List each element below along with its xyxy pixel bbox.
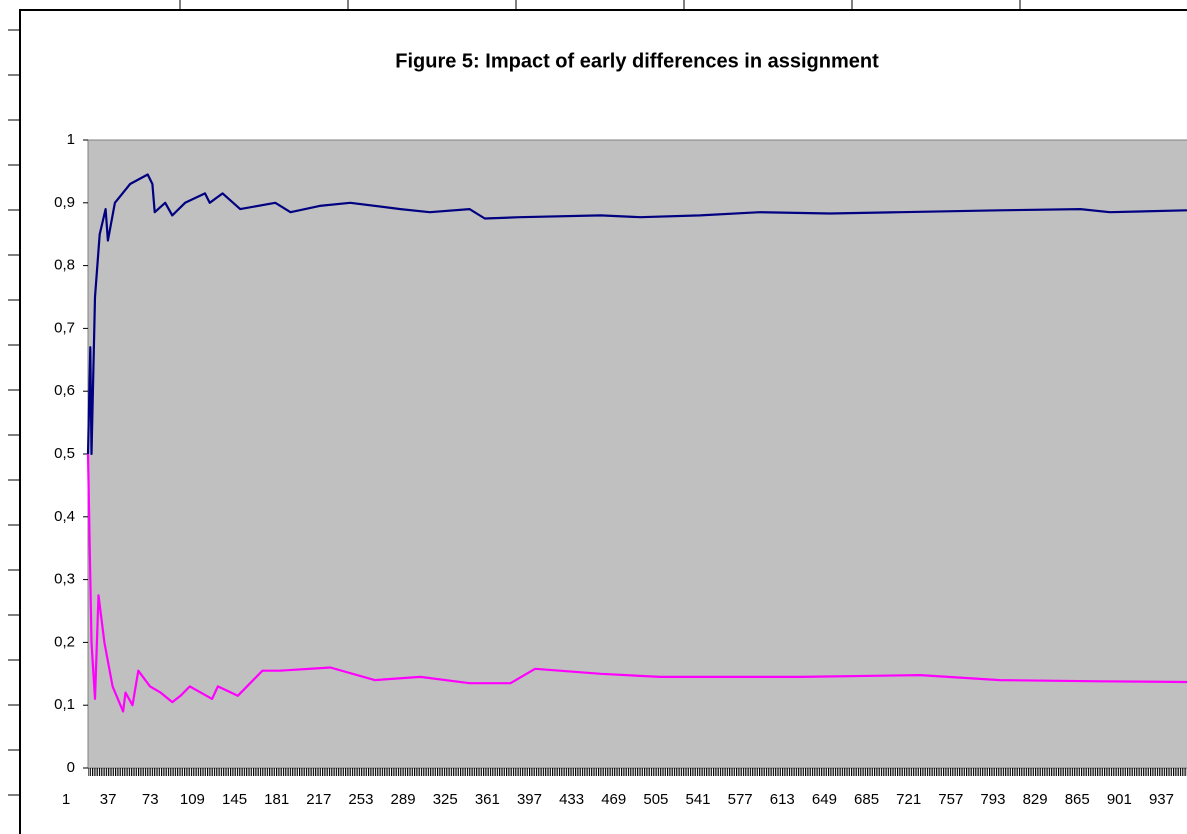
x-tick-label: 793 bbox=[980, 791, 1005, 808]
y-tick-label: 0,7 bbox=[54, 319, 75, 336]
x-tick-label: 433 bbox=[559, 791, 584, 808]
x-tick-label: 217 bbox=[306, 791, 331, 808]
x-tick-label: 253 bbox=[348, 791, 373, 808]
y-tick-label: 0,1 bbox=[54, 696, 75, 713]
x-tick-label: 721 bbox=[896, 791, 921, 808]
plot-area bbox=[87, 139, 1187, 769]
x-tick-label: 865 bbox=[1065, 791, 1090, 808]
x-tick-label: 649 bbox=[812, 791, 837, 808]
category-ticks bbox=[88, 768, 1187, 776]
y-tick-label: 0,3 bbox=[54, 571, 75, 588]
series-line bbox=[86, 173, 1187, 456]
y-tick-label: 0,8 bbox=[54, 257, 75, 274]
x-tick-label: 901 bbox=[1107, 791, 1132, 808]
x-tick-label: 613 bbox=[770, 791, 795, 808]
x-tick-label: 397 bbox=[517, 791, 542, 808]
y-tick-label: 0 bbox=[67, 759, 75, 776]
y-tick-label: 0,5 bbox=[54, 445, 75, 462]
series-line bbox=[86, 453, 1187, 713]
y-tick-label: 1 bbox=[67, 131, 75, 148]
x-tick-label: 109 bbox=[180, 791, 205, 808]
x-tick-label: 37 bbox=[100, 791, 117, 808]
x-tick-label: 541 bbox=[685, 791, 710, 808]
y-tick-label: 0,4 bbox=[54, 508, 75, 525]
x-tick-label: 469 bbox=[601, 791, 626, 808]
x-tick-label: 829 bbox=[1023, 791, 1048, 808]
x-tick-label: 757 bbox=[938, 791, 963, 808]
x-tick-label: 1 bbox=[62, 791, 70, 808]
x-tick-label: 325 bbox=[433, 791, 458, 808]
x-tick-label: 289 bbox=[391, 791, 416, 808]
x-tick-label: 505 bbox=[643, 791, 668, 808]
y-tick-label: 0,2 bbox=[54, 633, 75, 650]
x-tick-label: 73 bbox=[142, 791, 159, 808]
x-tick-label: 685 bbox=[854, 791, 879, 808]
x-tick-label: 361 bbox=[475, 791, 500, 808]
x-tick-label: 181 bbox=[264, 791, 289, 808]
x-tick-label: 577 bbox=[728, 791, 753, 808]
frame-ticks bbox=[8, 0, 1021, 796]
y-tick-label: 0,6 bbox=[54, 382, 75, 399]
x-tick-label: 145 bbox=[222, 791, 247, 808]
chart-title: Figure 5: Impact of early differences in… bbox=[395, 50, 879, 72]
x-tick-label: 937 bbox=[1149, 791, 1174, 808]
y-tick-label: 0,9 bbox=[54, 194, 75, 211]
